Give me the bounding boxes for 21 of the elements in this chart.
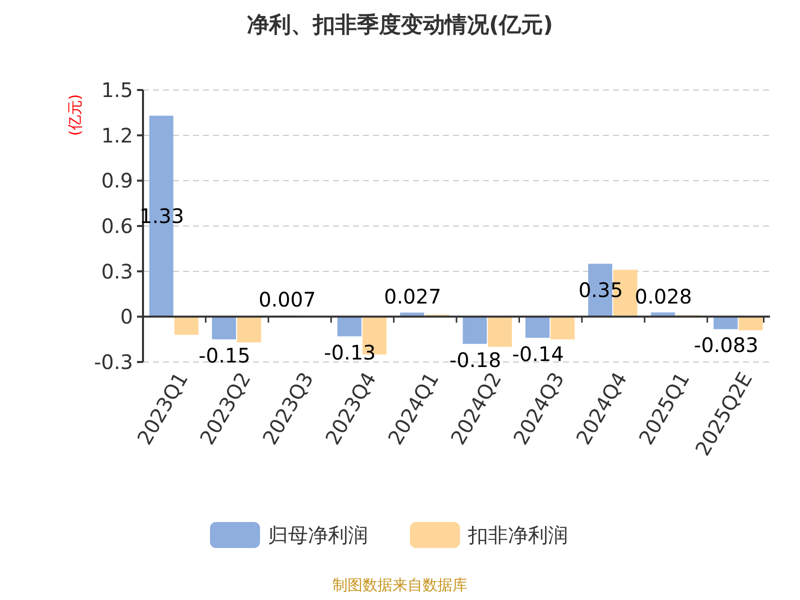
y-tick-label: 1.2 — [101, 123, 133, 148]
data-label: 0.027 — [384, 284, 442, 309]
chart-title: 净利、扣非季度变动情况(亿元) — [246, 12, 554, 38]
y-tick-label: 0 — [120, 304, 133, 329]
y-tick-label: 1.5 — [101, 78, 133, 102]
data-label: -0.083 — [694, 333, 758, 358]
y-axis-title: (亿元) — [66, 94, 84, 136]
y-tick-label: 0.3 — [101, 259, 133, 284]
y-tick-label: -0.3 — [94, 350, 133, 374]
data-label: -0.18 — [449, 348, 502, 372]
y-tick-label: 0.9 — [101, 168, 133, 193]
y-tick-label: 0.6 — [101, 214, 133, 238]
text: 制图数据来自数据库 — [332, 576, 468, 594]
data-label: 0.007 — [258, 288, 316, 312]
legend-label: 归母净利润 — [268, 523, 368, 547]
data-label: -0.15 — [198, 343, 250, 368]
data-label: 0.35 — [578, 278, 623, 302]
data-label: -0.14 — [512, 342, 564, 366]
data-label: -0.13 — [324, 340, 376, 364]
legend-label: 扣非净利润 — [467, 523, 568, 547]
data-label: 0.028 — [634, 284, 692, 308]
